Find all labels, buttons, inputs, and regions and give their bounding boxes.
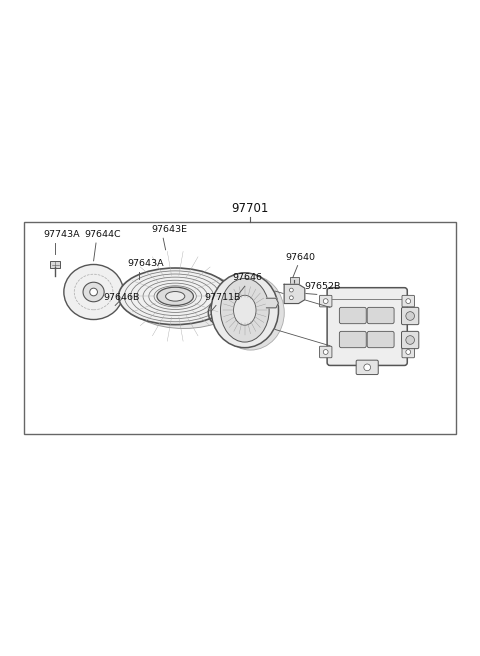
Circle shape: [289, 296, 293, 300]
FancyBboxPatch shape: [401, 308, 419, 325]
Ellipse shape: [83, 282, 104, 302]
Ellipse shape: [127, 272, 240, 329]
Ellipse shape: [157, 287, 193, 306]
Text: 97652B: 97652B: [305, 281, 341, 291]
Circle shape: [324, 298, 328, 304]
FancyBboxPatch shape: [320, 346, 332, 358]
FancyBboxPatch shape: [50, 261, 60, 268]
Text: 97701: 97701: [231, 202, 268, 215]
Ellipse shape: [166, 291, 185, 301]
Text: 97711B: 97711B: [204, 293, 240, 302]
FancyBboxPatch shape: [290, 277, 299, 284]
Text: 97640: 97640: [286, 253, 316, 262]
Polygon shape: [284, 284, 305, 304]
Ellipse shape: [234, 295, 256, 325]
Text: 97743A: 97743A: [43, 230, 80, 239]
Circle shape: [406, 298, 410, 304]
Circle shape: [364, 364, 371, 371]
Text: 97646B: 97646B: [103, 293, 140, 302]
Text: 97643E: 97643E: [151, 226, 187, 234]
FancyBboxPatch shape: [327, 288, 407, 365]
Circle shape: [406, 312, 415, 320]
Text: 97643A: 97643A: [127, 259, 164, 268]
FancyBboxPatch shape: [367, 331, 394, 348]
FancyBboxPatch shape: [339, 331, 366, 348]
FancyBboxPatch shape: [401, 331, 419, 348]
Circle shape: [90, 288, 97, 296]
FancyBboxPatch shape: [367, 308, 394, 323]
Ellipse shape: [220, 278, 269, 342]
Ellipse shape: [64, 264, 123, 319]
Text: 97646: 97646: [233, 274, 263, 282]
Ellipse shape: [217, 276, 284, 350]
Circle shape: [235, 291, 245, 301]
FancyBboxPatch shape: [320, 295, 332, 307]
Circle shape: [238, 293, 242, 298]
FancyBboxPatch shape: [356, 360, 378, 375]
Circle shape: [289, 288, 293, 292]
Bar: [24, 222, 456, 434]
FancyBboxPatch shape: [402, 346, 415, 358]
Circle shape: [291, 286, 297, 292]
Text: 97644C: 97644C: [84, 230, 120, 239]
Circle shape: [406, 350, 410, 354]
Polygon shape: [266, 298, 278, 308]
Circle shape: [324, 350, 328, 354]
FancyBboxPatch shape: [339, 308, 366, 323]
Ellipse shape: [211, 273, 278, 348]
Ellipse shape: [119, 268, 232, 325]
Circle shape: [406, 336, 415, 344]
FancyBboxPatch shape: [402, 295, 415, 307]
